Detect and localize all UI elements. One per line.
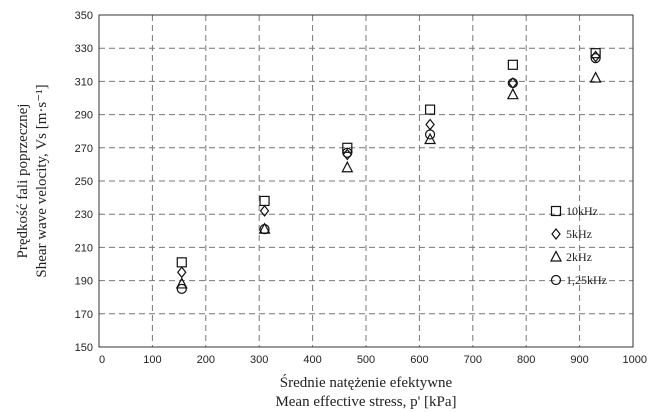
x-tick-label: 900 <box>570 354 588 366</box>
y-tick-label: 190 <box>75 276 93 288</box>
legend-marker-circle <box>550 274 562 286</box>
x-tick-label: 700 <box>464 354 482 366</box>
data-point-diamond <box>177 266 187 279</box>
y-tick-label: 230 <box>75 209 93 221</box>
y-tick-label: 290 <box>75 110 93 122</box>
x-tick-label: 300 <box>250 354 268 366</box>
data-point-square <box>259 195 270 207</box>
y-tick-label: 210 <box>75 242 93 254</box>
data-point-triangle <box>175 277 188 289</box>
y-tick-label: 170 <box>75 309 93 321</box>
y-axis-title-line1: Prędkość fali poprzecznej <box>15 104 31 259</box>
data-point-circle <box>424 129 436 140</box>
plot-frame <box>98 14 634 348</box>
y-tick-label: 270 <box>75 143 93 155</box>
data-point-square <box>424 104 436 115</box>
tick-labels: 150 170 190 210 230 250 270 290 310 330 350 0 100 200… <box>75 10 647 366</box>
data-point-square <box>176 257 187 268</box>
data-point-triangle <box>341 160 354 173</box>
x-axis-title-line1: Średnie natężenie efektywne <box>280 374 453 391</box>
legend-label: 10kHz <box>566 204 598 218</box>
data-point-circle <box>590 53 601 64</box>
y-tick-label: 310 <box>75 76 93 88</box>
y-tick-label: 250 <box>75 176 93 188</box>
x-tick-label: 800 <box>517 354 535 366</box>
legend-label: 2kHz <box>566 250 592 264</box>
y-tick-label: 330 <box>75 43 93 55</box>
legend-label: 5kHz <box>566 227 592 241</box>
data-point-diamond <box>590 50 601 63</box>
x-tick-label: 400 <box>303 354 321 366</box>
data-point-diamond <box>342 148 353 161</box>
y-tick-label: 350 <box>75 10 93 22</box>
legend: 10kHz 5kHz 2kHz 1,25kHz <box>550 204 607 287</box>
legend-marker-diamond <box>551 228 561 240</box>
data-point-diamond <box>425 118 435 131</box>
data-point-triangle <box>506 87 519 100</box>
data-point-triangle <box>589 71 602 83</box>
legend-marker-triangle <box>550 250 562 262</box>
data-point-circle <box>176 283 187 294</box>
data-point-square <box>507 59 518 70</box>
y-tick-label: 150 <box>75 342 93 354</box>
x-axis-title-line2: Mean effective stress, p' [kPa] <box>275 394 456 410</box>
x-tick-label: 200 <box>197 354 215 366</box>
data-point-square <box>590 48 601 59</box>
data-point-square <box>342 142 353 153</box>
data-point-diamond <box>259 204 270 217</box>
grid-lines <box>99 15 633 347</box>
x-tick-label: 500 <box>357 354 375 366</box>
legend-marker-square <box>550 205 562 217</box>
x-tick-label: 600 <box>410 354 428 366</box>
data-point-circle <box>259 224 270 235</box>
legend-label: 1,25kHz <box>566 273 607 287</box>
x-tick-label: 100 <box>143 354 161 366</box>
data-points <box>175 48 602 294</box>
x-tick-label: 1000 <box>623 354 647 366</box>
x-tick-label: 0 <box>99 354 105 366</box>
y-axis-title-line2: Shear wave velocity, Vs [m·s⁻¹] <box>34 84 50 277</box>
data-point-circle <box>342 147 353 158</box>
data-point-circle <box>507 77 518 89</box>
